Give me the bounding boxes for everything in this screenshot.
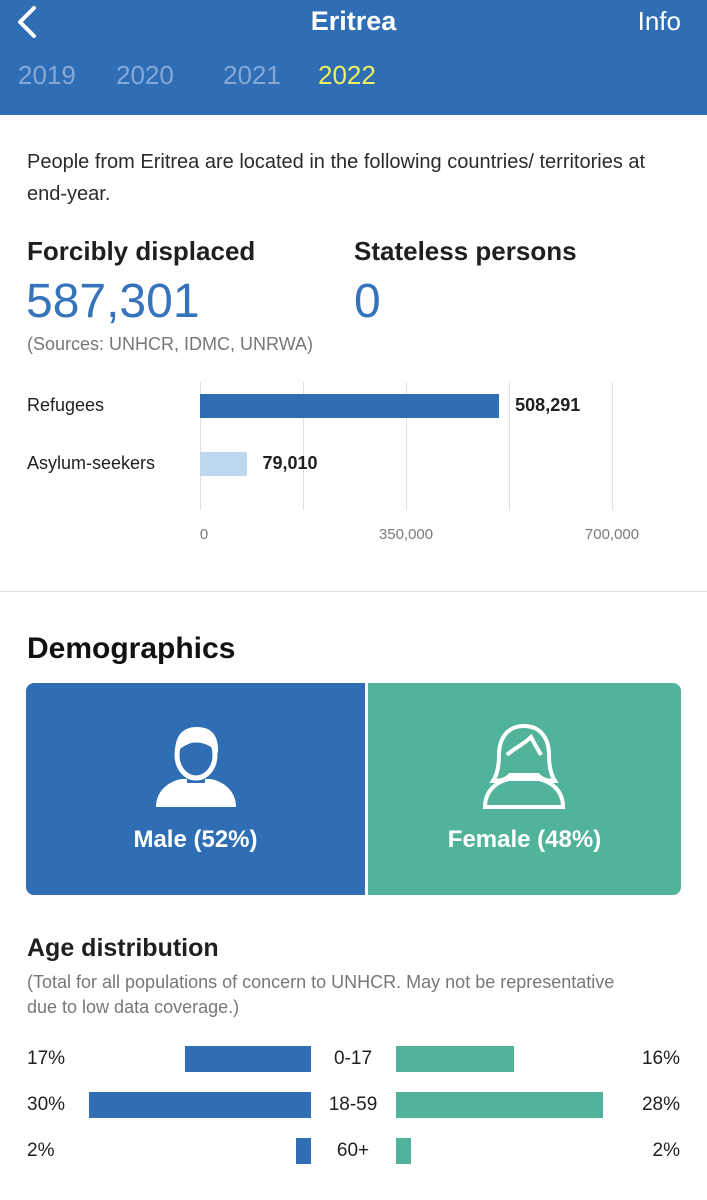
chart-gridline <box>509 382 510 510</box>
bar-value-label: 79,010 <box>262 453 318 473</box>
demographics-title: Demographics <box>27 632 236 665</box>
chart-gridline <box>406 382 407 510</box>
age-row: 17% 0-17 16% <box>0 1046 707 1076</box>
female-age-bar <box>396 1092 604 1118</box>
male-percent: 17% <box>27 1048 66 1069</box>
male-person-icon <box>156 727 236 807</box>
forcibly-displaced-label: Forcibly displaced <box>27 236 256 266</box>
chart-gridline <box>303 382 304 510</box>
forcibly-displaced-value: 587,301 <box>26 275 200 328</box>
bar[interactable] <box>200 394 500 418</box>
tab-2019[interactable]: 2019 <box>18 60 76 90</box>
axis-tick-label: 700,000 <box>584 526 640 543</box>
age-distribution-note: (Total for all populations of concern to… <box>27 972 615 1017</box>
female-person-icon <box>482 723 566 809</box>
bar[interactable] <box>200 452 247 476</box>
male-card: Male (52%) <box>26 683 365 895</box>
age-group-label: 0-17 <box>333 1048 373 1069</box>
male-age-bar <box>296 1138 311 1164</box>
female-card: Female (48%) <box>368 683 681 895</box>
stateless-label: Stateless persons <box>354 236 577 266</box>
back-button[interactable] <box>8 2 48 42</box>
bar-value-label: 508,291 <box>515 395 581 415</box>
info-button[interactable]: Info <box>637 6 681 36</box>
app-header: Eritrea Info 2019 2020 2021 2022 <box>0 0 707 115</box>
axis-tick-label: 350,000 <box>378 526 434 543</box>
intro-text: People from Eritrea are located in the f… <box>27 151 646 205</box>
female-label: Female (48%) <box>447 826 602 853</box>
age-group-label: 18-59 <box>328 1094 378 1115</box>
bar-label: Refugees <box>27 395 105 415</box>
female-percent: 2% <box>652 1140 680 1161</box>
tab-2020[interactable]: 2020 <box>116 60 174 90</box>
female-percent: 28% <box>641 1094 680 1115</box>
female-age-bar <box>396 1046 515 1072</box>
male-age-bar <box>89 1092 311 1118</box>
male-label: Male (52%) <box>133 826 258 853</box>
age-row: 30% 18-59 28% <box>0 1092 707 1122</box>
male-percent: 30% <box>27 1094 66 1115</box>
chart-gridline <box>612 382 613 510</box>
displacement-bar-chart: Refugees 508,291 Asylum-seekers 79,010 0 350,… <box>0 370 707 560</box>
section-divider <box>0 591 707 592</box>
age-group-label: 60+ <box>336 1140 370 1161</box>
male-age-bar <box>185 1046 311 1072</box>
page-title: Eritrea <box>310 6 397 36</box>
sources-note: (Sources: UNHCR, IDMC, UNRWA) <box>27 334 314 354</box>
chart-gridline <box>200 382 201 510</box>
age-distribution-title: Age distribution <box>27 934 219 962</box>
female-percent: 16% <box>641 1048 680 1069</box>
stateless-value: 0 <box>354 275 381 328</box>
chevron-left-icon <box>18 6 36 38</box>
age-row: 2% 60+ 2% <box>0 1138 707 1168</box>
axis-tick-label: 0 <box>199 526 209 543</box>
male-percent: 2% <box>27 1140 55 1161</box>
tab-2021[interactable]: 2021 <box>223 60 281 90</box>
bar-label: Asylum-seekers <box>27 453 156 473</box>
tab-2022[interactable]: 2022 <box>318 60 376 90</box>
female-age-bar <box>396 1138 411 1164</box>
